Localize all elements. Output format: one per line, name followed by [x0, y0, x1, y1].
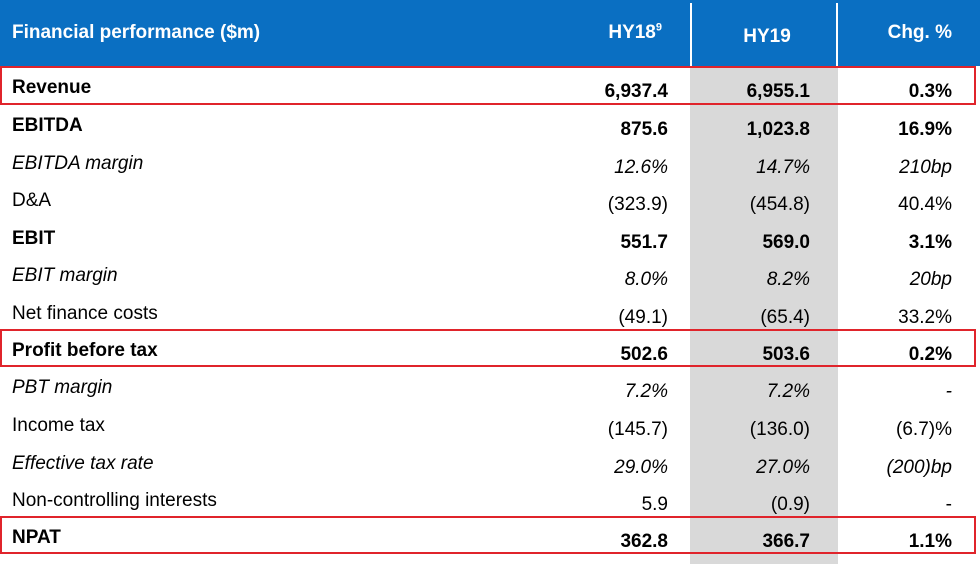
row-value-hy18: (323.9) [607, 194, 668, 215]
table-row: Profit before tax 502.6 503.6 0.2% [0, 332, 980, 369]
row-value-chg: 0.2% [908, 344, 952, 365]
row-value-hy18: 875.6 [620, 119, 668, 140]
row-label: EBIT margin [12, 265, 118, 286]
row-value-hy19: (0.9) [770, 494, 810, 515]
row-value-chg: 33.2% [898, 307, 952, 328]
row-value-hy19: 14.7% [756, 157, 810, 178]
row-value-hy18: 5.9 [641, 494, 668, 515]
row-value-hy18: 6,937.4 [604, 81, 668, 102]
row-value-chg: 20bp [909, 269, 952, 290]
table-row: EBIT 551.7 569.0 3.1% [0, 220, 980, 257]
row-value-hy19: 27.0% [756, 457, 810, 478]
header-label: Financial performance ($m) [12, 22, 261, 43]
hy19-column-highlight [690, 66, 838, 564]
row-value-chg: (6.7)% [896, 419, 952, 440]
table-row: PBT margin 7.2% 7.2% - [0, 369, 980, 406]
row-value-hy19: 1,023.8 [746, 119, 810, 140]
row-label: Net finance costs [12, 303, 158, 324]
row-label: Effective tax rate [12, 453, 154, 474]
row-value-chg: 1.1% [908, 531, 952, 552]
row-value-chg: - [945, 494, 952, 515]
row-value-hy18: 7.2% [624, 381, 668, 402]
row-label: Income tax [12, 415, 105, 436]
highlight-box-npat [0, 516, 976, 554]
row-value-hy19: 7.2% [766, 381, 810, 402]
table-row: Revenue 6,937.4 6,955.1 0.3% [0, 69, 980, 106]
row-label: EBITDA [12, 115, 83, 136]
row-value-hy18: 12.6% [614, 157, 668, 178]
row-label: EBIT [12, 228, 56, 249]
table-row: D&A (323.9) (454.8) 40.4% [0, 182, 980, 219]
table-row: Effective tax rate 29.0% 27.0% (200)bp [0, 445, 980, 482]
row-value-chg: 40.4% [898, 194, 952, 215]
row-label: Non-controlling interests [12, 490, 217, 511]
row-value-chg: - [945, 381, 952, 402]
table-row: EBITDA margin 12.6% 14.7% 210bp [0, 145, 980, 182]
highlight-box-revenue [0, 66, 976, 105]
row-value-chg: 16.9% [898, 119, 952, 140]
row-value-hy19: 8.2% [766, 269, 810, 290]
row-label: D&A [12, 190, 52, 211]
row-label: EBITDA margin [12, 153, 144, 174]
row-value-chg: 3.1% [908, 232, 952, 253]
table-row: EBIT margin 8.0% 8.2% 20bp [0, 257, 980, 294]
row-value-hy18: (49.1) [618, 307, 668, 328]
row-value-chg: 210bp [899, 157, 952, 178]
row-value-hy19: (454.8) [749, 194, 810, 215]
row-label: PBT margin [12, 377, 113, 398]
row-value-hy18: 29.0% [614, 457, 668, 478]
row-value-hy19: 6,955.1 [746, 81, 810, 102]
row-value-hy18: (145.7) [607, 419, 668, 440]
row-value-hy18: 8.0% [624, 269, 668, 290]
row-value-hy19: 503.6 [762, 344, 810, 365]
row-label: Revenue [12, 77, 92, 98]
row-label: Profit before tax [12, 340, 158, 361]
row-value-hy18: 502.6 [620, 344, 668, 365]
row-value-chg: 0.3% [908, 81, 952, 102]
row-value-chg: (200)bp [886, 457, 953, 478]
table-row: Income tax (145.7) (136.0) (6.7)% [0, 407, 980, 444]
row-label: NPAT [12, 527, 61, 548]
header-chg: Chg. % [887, 22, 952, 43]
table-row: NPAT 362.8 366.7 1.1% [0, 519, 980, 556]
row-value-hy19: (65.4) [760, 307, 810, 328]
header-hy18: HY189 [608, 21, 662, 43]
row-value-hy18: 362.8 [620, 531, 668, 552]
row-value-hy19: 366.7 [762, 531, 810, 552]
header-hy18-footnote: 9 [655, 21, 662, 34]
row-value-hy19: 569.0 [762, 232, 810, 253]
table-row: Non-controlling interests 5.9 (0.9) - [0, 482, 980, 519]
row-value-hy19: (136.0) [749, 419, 810, 440]
table-row: EBITDA 875.6 1,023.8 16.9% [0, 107, 980, 144]
highlight-box-pbt [0, 329, 976, 367]
row-value-hy18: 551.7 [620, 232, 668, 253]
table-row: Net finance costs (49.1) (65.4) 33.2% [0, 295, 980, 332]
hy19-header-cell [690, 3, 838, 66]
